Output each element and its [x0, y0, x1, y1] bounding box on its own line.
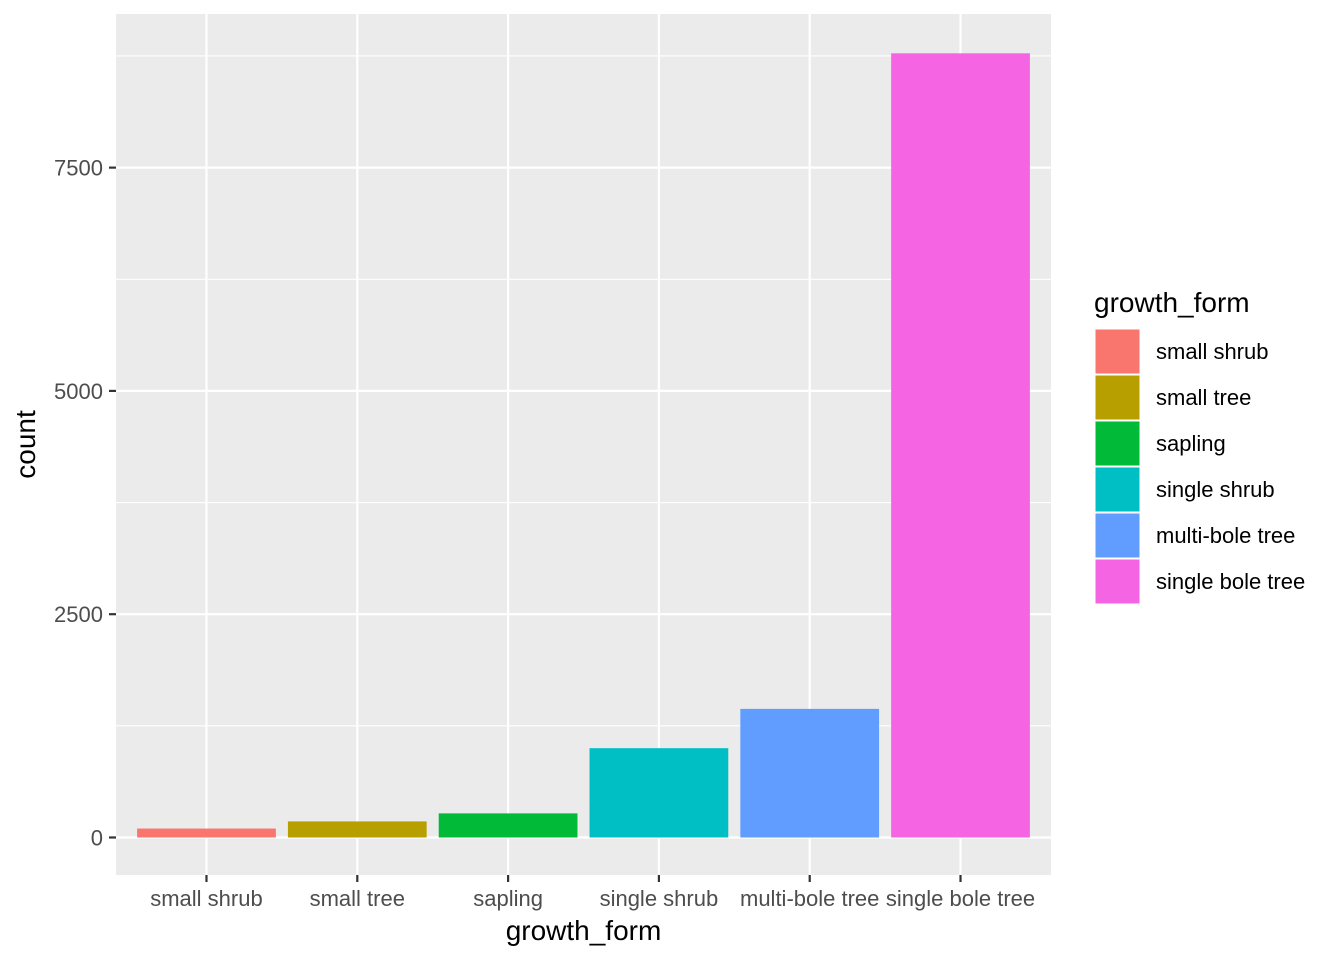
legend-label: single shrub	[1156, 477, 1275, 502]
legend: growth_form small shrub small tree sapling…	[1094, 287, 1305, 605]
legend-label: small tree	[1156, 385, 1251, 410]
bar-single-shrub	[589, 748, 729, 838]
x-tick-label: small tree	[310, 886, 405, 911]
legend-key	[1094, 558, 1141, 605]
y-tick-label: 2500	[54, 602, 103, 627]
bar-multi-bole-tree	[740, 708, 880, 838]
y-tick-label: 7500	[54, 156, 103, 181]
x-tick-label: multi-bole tree	[740, 886, 879, 911]
y-tick-label: 5000	[54, 379, 103, 404]
x-tick-label: single shrub	[600, 886, 719, 911]
bars	[137, 53, 1030, 838]
x-tick-label: small shrub	[150, 886, 262, 911]
legend-title: growth_form	[1094, 287, 1250, 318]
bar-small-tree	[287, 821, 427, 838]
legend-label: multi-bole tree	[1156, 523, 1295, 548]
legend-key	[1094, 420, 1141, 467]
legend-key	[1094, 374, 1141, 421]
legend-key	[1094, 328, 1141, 375]
y-axis: 0 2500 5000 7500	[54, 156, 116, 850]
y-axis-title: count	[10, 410, 41, 479]
x-axis: small shrub small tree sapling single shrub…	[150, 875, 1035, 911]
legend-label: sapling	[1156, 431, 1226, 456]
legend-key	[1094, 512, 1141, 559]
legend-key	[1094, 466, 1141, 513]
x-axis-title: growth_form	[506, 915, 662, 946]
x-tick-label: sapling	[473, 886, 543, 911]
bar-single-bole-tree	[891, 53, 1030, 838]
x-tick-label: single bole tree	[886, 886, 1035, 911]
legend-label: small shrub	[1156, 339, 1268, 364]
legend-label: single bole tree	[1156, 569, 1305, 594]
bar-sapling	[438, 813, 578, 838]
bar-small-shrub	[137, 828, 276, 838]
y-tick-label: 0	[91, 825, 103, 850]
